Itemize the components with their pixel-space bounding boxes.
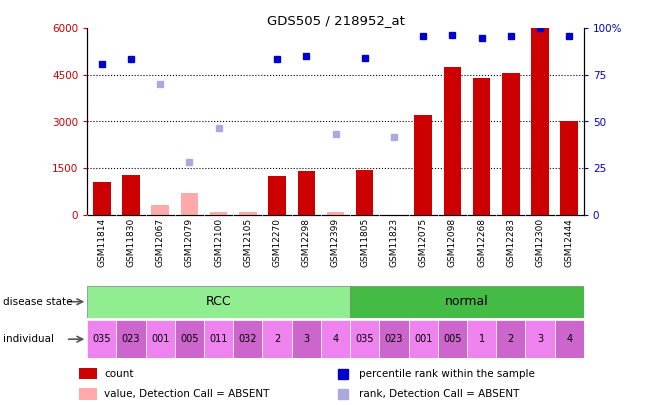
Bar: [502, 73, 519, 215]
Text: 2: 2: [274, 334, 280, 344]
Bar: [379, 320, 409, 358]
Text: GSM12298: GSM12298: [302, 218, 311, 267]
Bar: [87, 286, 350, 318]
Text: 001: 001: [151, 334, 170, 344]
Text: 005: 005: [180, 334, 199, 344]
Bar: [234, 320, 262, 358]
Bar: [262, 320, 292, 358]
Text: GSM12268: GSM12268: [477, 218, 486, 267]
Text: GSM12399: GSM12399: [331, 218, 340, 267]
Bar: [356, 170, 374, 215]
Bar: [239, 212, 256, 215]
Text: GSM12444: GSM12444: [565, 218, 574, 267]
Text: percentile rank within the sample: percentile rank within the sample: [360, 369, 535, 379]
Title: GDS505 / 218952_at: GDS505 / 218952_at: [266, 14, 405, 27]
Bar: [554, 320, 584, 358]
Bar: [531, 28, 549, 215]
Bar: [122, 175, 140, 215]
Text: GSM12067: GSM12067: [156, 218, 165, 267]
Bar: [175, 320, 204, 358]
Bar: [437, 320, 467, 358]
Bar: [79, 368, 97, 379]
Text: 4: 4: [566, 334, 572, 344]
Text: 011: 011: [209, 334, 228, 344]
Bar: [152, 205, 169, 215]
Bar: [87, 320, 117, 358]
Bar: [268, 176, 286, 215]
Text: 1: 1: [478, 334, 484, 344]
Bar: [473, 78, 491, 215]
Bar: [409, 320, 437, 358]
Text: 035: 035: [356, 334, 374, 344]
Text: 3: 3: [303, 334, 309, 344]
Text: value, Detection Call = ABSENT: value, Detection Call = ABSENT: [105, 389, 270, 399]
Text: GSM11814: GSM11814: [97, 218, 106, 267]
Bar: [292, 320, 321, 358]
Text: 023: 023: [384, 334, 403, 344]
Bar: [79, 388, 97, 400]
Bar: [146, 320, 175, 358]
Text: GSM12270: GSM12270: [272, 218, 282, 267]
Bar: [93, 182, 111, 215]
Text: GSM11830: GSM11830: [127, 218, 136, 267]
Text: GSM12079: GSM12079: [185, 218, 194, 267]
Text: 035: 035: [93, 334, 111, 344]
Bar: [321, 320, 350, 358]
Text: 023: 023: [122, 334, 140, 344]
Bar: [525, 320, 554, 358]
Text: GSM12300: GSM12300: [535, 218, 544, 267]
Text: RCC: RCC: [206, 295, 231, 308]
Text: GSM12105: GSM12105: [244, 218, 252, 267]
Text: 3: 3: [537, 334, 543, 344]
Text: GSM12075: GSM12075: [419, 218, 427, 267]
Text: GSM12283: GSM12283: [506, 218, 515, 267]
Bar: [297, 171, 315, 215]
Text: normal: normal: [445, 295, 488, 308]
Bar: [350, 320, 379, 358]
Text: 032: 032: [239, 334, 257, 344]
Bar: [204, 320, 234, 358]
Text: rank, Detection Call = ABSENT: rank, Detection Call = ABSENT: [360, 389, 520, 399]
Bar: [444, 67, 461, 215]
Bar: [496, 320, 525, 358]
Text: GSM11823: GSM11823: [389, 218, 399, 267]
Text: 4: 4: [332, 334, 339, 344]
Text: GSM12098: GSM12098: [448, 218, 457, 267]
Bar: [210, 212, 227, 215]
Text: individual: individual: [3, 334, 54, 344]
Bar: [415, 115, 432, 215]
Bar: [180, 193, 198, 215]
Text: GSM12100: GSM12100: [214, 218, 223, 267]
Text: count: count: [105, 369, 134, 379]
Text: 001: 001: [414, 334, 432, 344]
Text: 005: 005: [443, 334, 462, 344]
Text: disease state: disease state: [3, 297, 73, 307]
Text: GSM11805: GSM11805: [360, 218, 369, 267]
Bar: [117, 320, 146, 358]
Bar: [327, 212, 344, 215]
Bar: [350, 286, 584, 318]
Bar: [467, 320, 496, 358]
Text: 2: 2: [508, 334, 514, 344]
Bar: [560, 121, 578, 215]
